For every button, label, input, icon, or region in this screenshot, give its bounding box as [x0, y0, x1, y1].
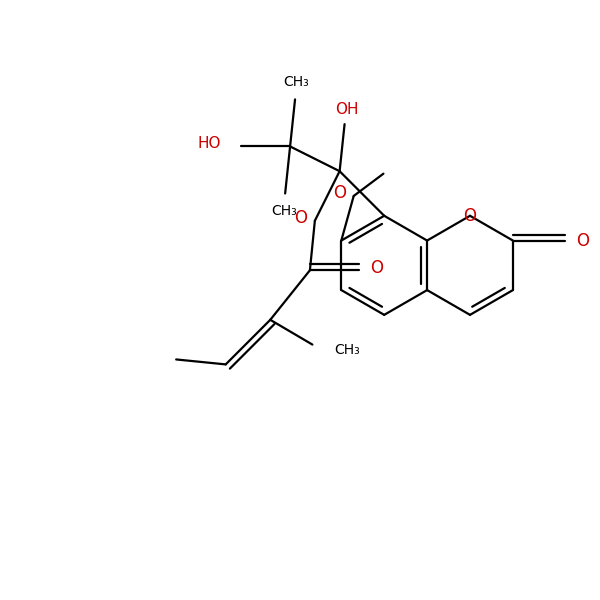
Text: OH: OH [335, 102, 359, 117]
Text: O: O [576, 232, 589, 250]
Text: CH₃: CH₃ [335, 343, 361, 356]
Text: CH₃: CH₃ [283, 75, 309, 89]
Text: HO: HO [197, 136, 221, 151]
Text: O: O [295, 209, 307, 227]
Text: O: O [464, 207, 476, 225]
Text: CH₃: CH₃ [271, 204, 297, 218]
Text: O: O [370, 259, 383, 277]
Text: O: O [334, 184, 346, 202]
